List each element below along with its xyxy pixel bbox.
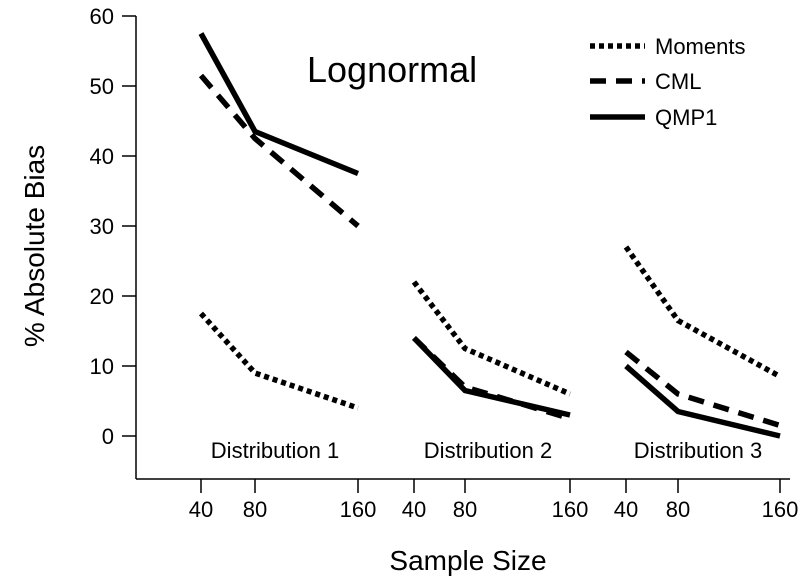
x-tick-label: 40	[189, 497, 213, 522]
series-line-qmp1-group-2	[412, 336, 571, 418]
series-line-moments-group-3	[623, 245, 782, 379]
y-tick-label: 60	[90, 4, 114, 29]
series-line-moments-group-2	[411, 280, 572, 397]
x-tick-label: 160	[340, 497, 377, 522]
series-line-moments-group-1	[198, 311, 359, 411]
x-tick-label: 80	[666, 497, 690, 522]
y-tick-label: 30	[90, 214, 114, 239]
y-tick-label: 0	[102, 424, 114, 449]
y-tick-label: 10	[90, 354, 114, 379]
series-line-cml-group-1	[198, 73, 360, 229]
legend-label-cml: CML	[655, 69, 701, 94]
x-axis: 40 80 160 40 80 160 40 80 160	[189, 479, 799, 522]
legend-label-qmp1: QMP1	[655, 105, 717, 130]
panel-label: Distribution 3	[634, 438, 762, 463]
y-axis: 0 10 20 30 40 50 60	[90, 4, 136, 449]
x-tick-label: 80	[453, 497, 477, 522]
x-axis-title: Sample Size	[389, 545, 546, 576]
plot-frame	[135, 16, 790, 480]
panel-labels: Distribution 1 Distribution 2 Distribution…	[211, 438, 762, 463]
y-tick-label: 20	[90, 284, 114, 309]
legend: Moments CML QMP1	[590, 34, 745, 130]
x-tick-label: 40	[614, 497, 638, 522]
x-tick-label: 160	[762, 497, 799, 522]
panel-label: Distribution 2	[424, 438, 552, 463]
x-tick-label: 40	[402, 497, 426, 522]
legend-label-moments: Moments	[655, 34, 745, 59]
y-axis-title: % Absolute Bias	[19, 145, 50, 347]
panel-label: Distribution 1	[211, 438, 339, 463]
series-lines	[198, 32, 782, 439]
x-tick-label: 80	[243, 497, 267, 522]
y-tick-label: 50	[90, 74, 114, 99]
x-tick-label: 160	[552, 497, 589, 522]
y-tick-label: 40	[90, 144, 114, 169]
series-line-cml-group-2	[412, 336, 571, 422]
chart-title: Lognormal	[307, 49, 477, 90]
